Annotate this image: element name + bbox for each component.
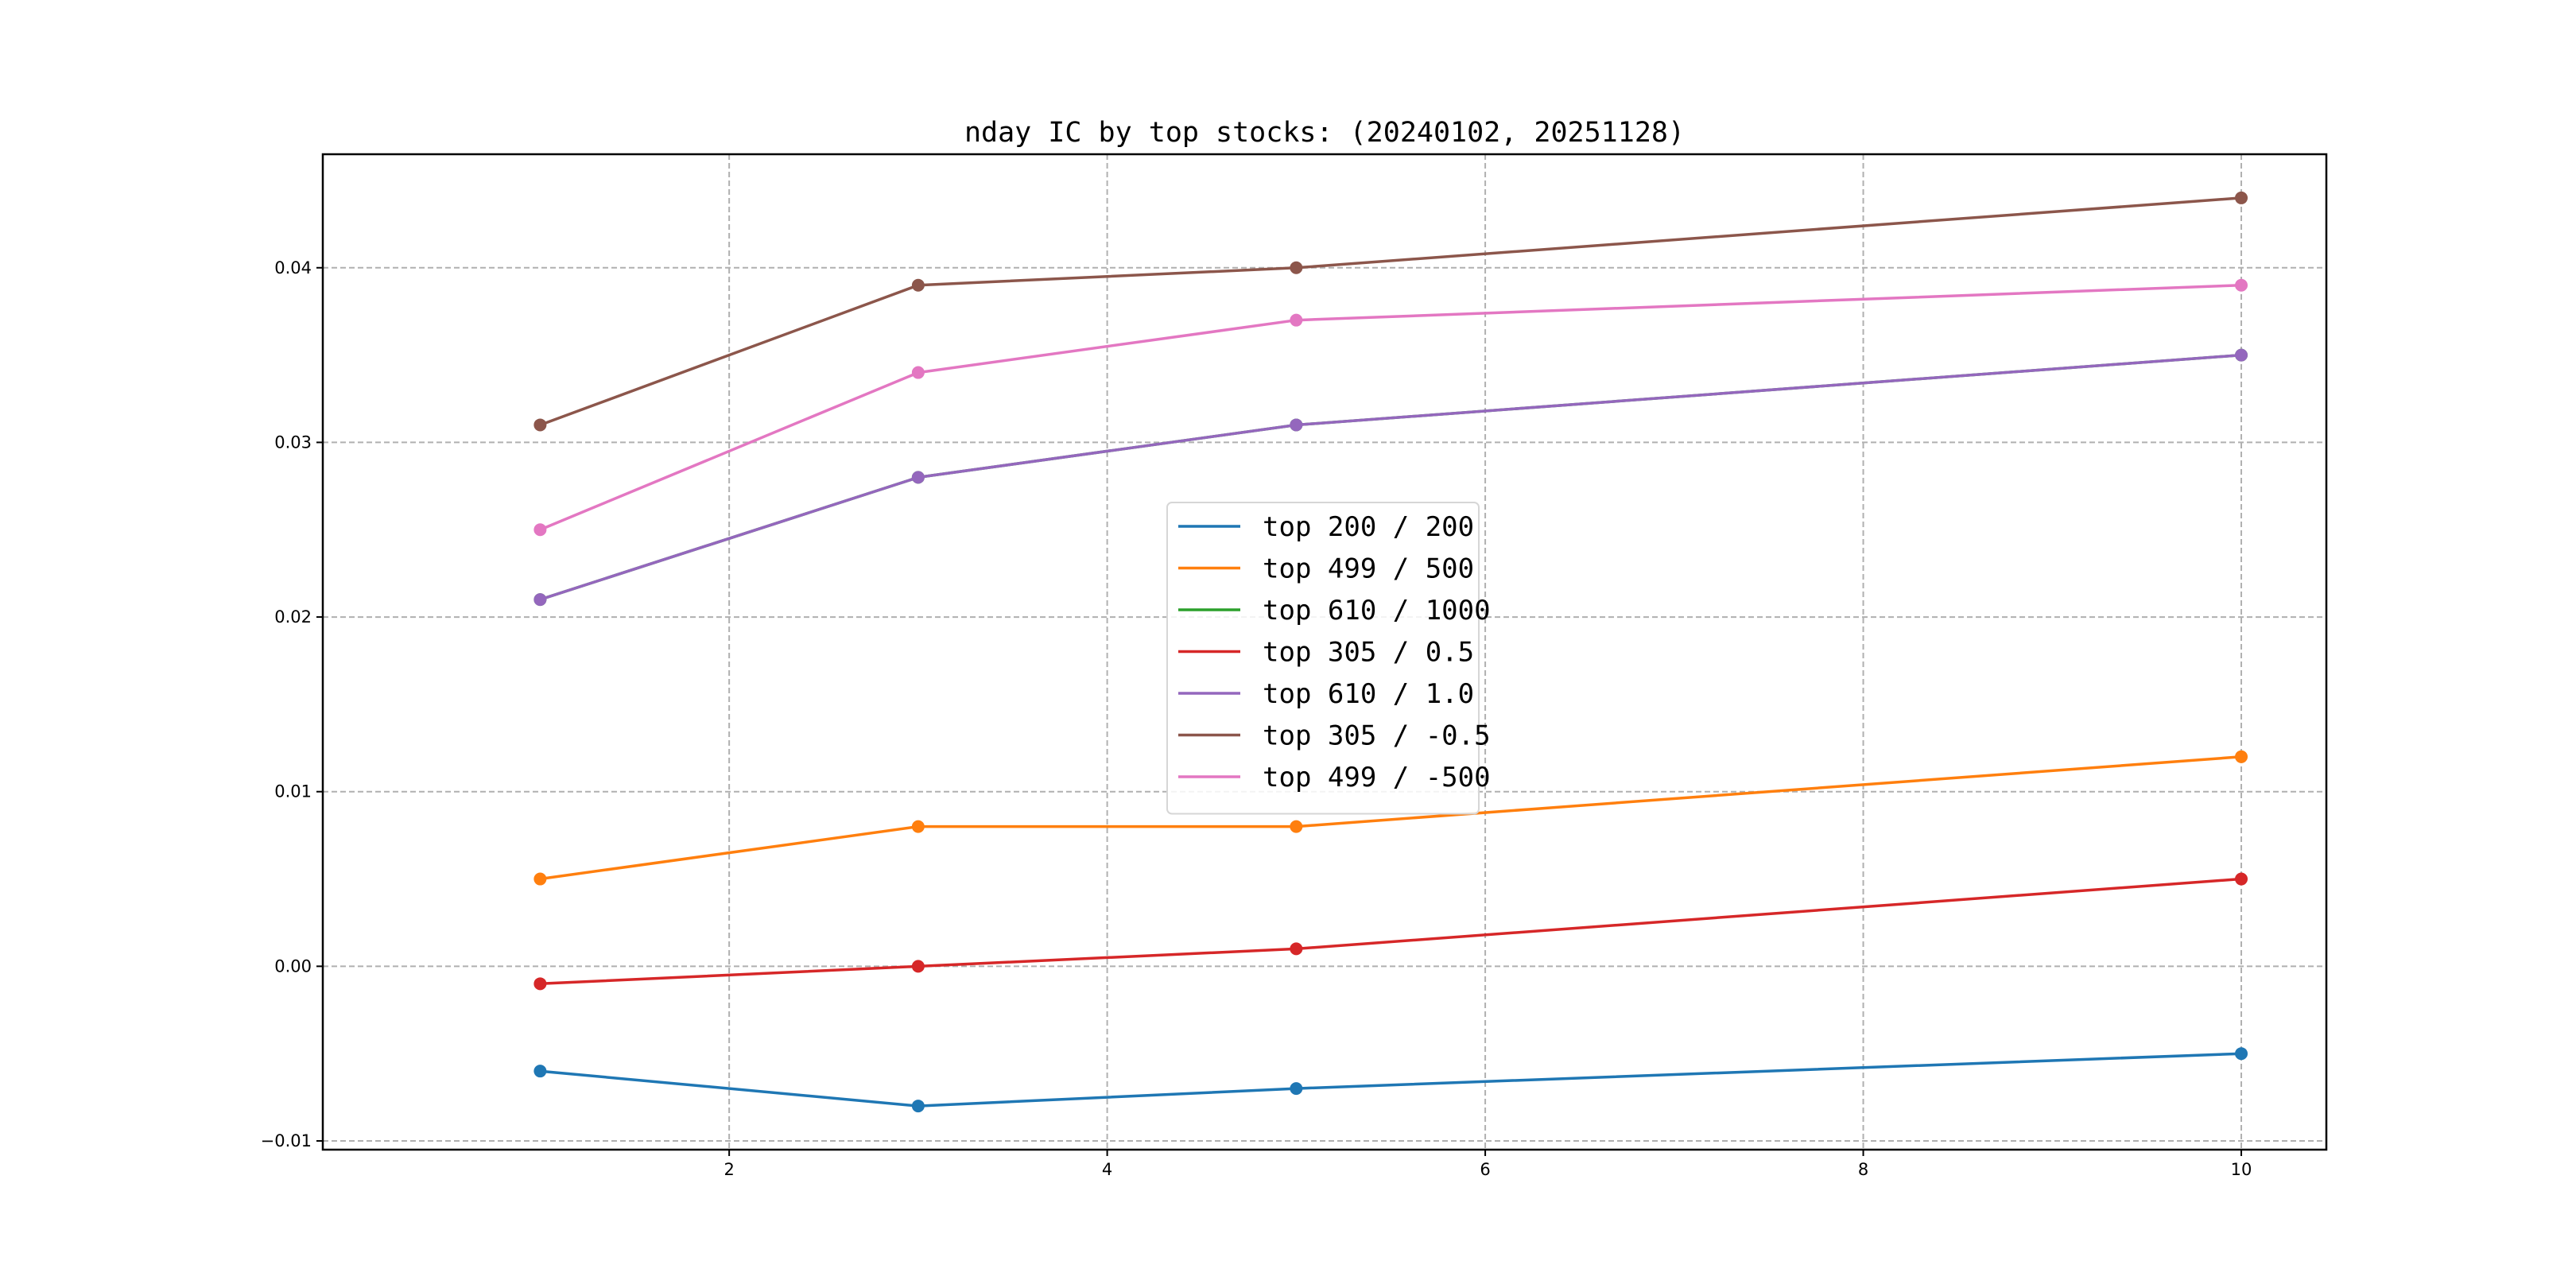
x-tick-label: 10: [2231, 1160, 2252, 1179]
legend-item: top 499 / 500: [1178, 553, 1474, 585]
legend-label: top 499 / 500: [1263, 553, 1474, 585]
data-point: [1290, 313, 1303, 327]
legend-label: top 305 / -0.5: [1263, 720, 1491, 752]
data-point: [2235, 872, 2248, 886]
chart-title: nday IC by top stocks: (20240102, 202511…: [964, 117, 1685, 149]
legend-label: top 610 / 1000: [1263, 595, 1491, 627]
y-tick-label: 0.02: [274, 607, 312, 627]
data-point: [1290, 820, 1303, 833]
series-7: [533, 278, 2248, 537]
legend-label: top 200 / 200: [1263, 511, 1474, 543]
data-point: [533, 593, 547, 607]
legend-item: top 610 / 1000: [1178, 595, 1491, 627]
series-line: [540, 1052, 2242, 1108]
data-point: [1290, 261, 1303, 274]
legend-item: top 499 / -500: [1178, 762, 1491, 793]
data-point: [911, 366, 925, 379]
x-tick-label: 2: [724, 1160, 734, 1179]
legend-item: top 200 / 200: [1178, 511, 1474, 543]
data-point: [533, 872, 547, 886]
legend: top 200 / 200 top 499 / 500 top 610 / 1000…: [1166, 502, 1491, 815]
legend-item: top 305 / 0.5: [1178, 637, 1474, 669]
series-4: [533, 872, 2248, 991]
y-tick-label: 0.03: [274, 433, 312, 452]
y-tick-label: 0.00: [274, 956, 312, 976]
data-point: [533, 1065, 547, 1078]
series-5: [533, 348, 2248, 607]
x-tick-label: 6: [1480, 1160, 1490, 1179]
axis-ticks: 2 4 6 8 10 −0.01 0.00 0.01 0.02 0.03 0.04: [261, 258, 2252, 1179]
series-6: [533, 191, 2248, 432]
series-line: [539, 196, 2242, 427]
data-point: [911, 960, 925, 973]
series-line: [540, 755, 2242, 881]
data-point: [2235, 278, 2248, 292]
data-point: [2235, 191, 2248, 204]
data-point: [533, 418, 547, 432]
x-tick-label: 8: [1858, 1160, 1868, 1179]
data-point: [533, 977, 547, 991]
series-line: [539, 283, 2242, 531]
data-point: [2235, 1047, 2248, 1061]
series-2: [533, 750, 2248, 886]
series-lines: [533, 191, 2248, 1113]
data-point: [1290, 418, 1303, 432]
series-1: [533, 1047, 2248, 1113]
data-point: [2235, 750, 2248, 763]
data-point: [911, 471, 925, 484]
legend-label: top 610 / 1.0: [1263, 678, 1474, 710]
y-tick-label: −0.01: [261, 1131, 312, 1150]
y-tick-label: 0.01: [274, 782, 312, 801]
series-line: [540, 877, 2242, 986]
legend-label: top 499 / -500: [1263, 762, 1491, 793]
data-point: [911, 820, 925, 833]
data-point: [911, 1100, 925, 1113]
data-point: [1290, 1082, 1303, 1096]
legend-label: top 305 / 0.5: [1263, 637, 1474, 669]
data-point: [2235, 348, 2248, 362]
legend-box: [1166, 502, 1480, 815]
series-line: [539, 353, 2242, 601]
data-point: [911, 278, 925, 292]
x-tick-label: 4: [1102, 1160, 1112, 1179]
y-tick-label: 0.04: [274, 258, 312, 277]
plot-area-frame: [321, 153, 2328, 1151]
data-point: [533, 523, 547, 537]
legend-item: top 610 / 1.0: [1178, 678, 1474, 710]
data-point: [1290, 942, 1303, 956]
legend-item: top 305 / -0.5: [1178, 720, 1491, 752]
